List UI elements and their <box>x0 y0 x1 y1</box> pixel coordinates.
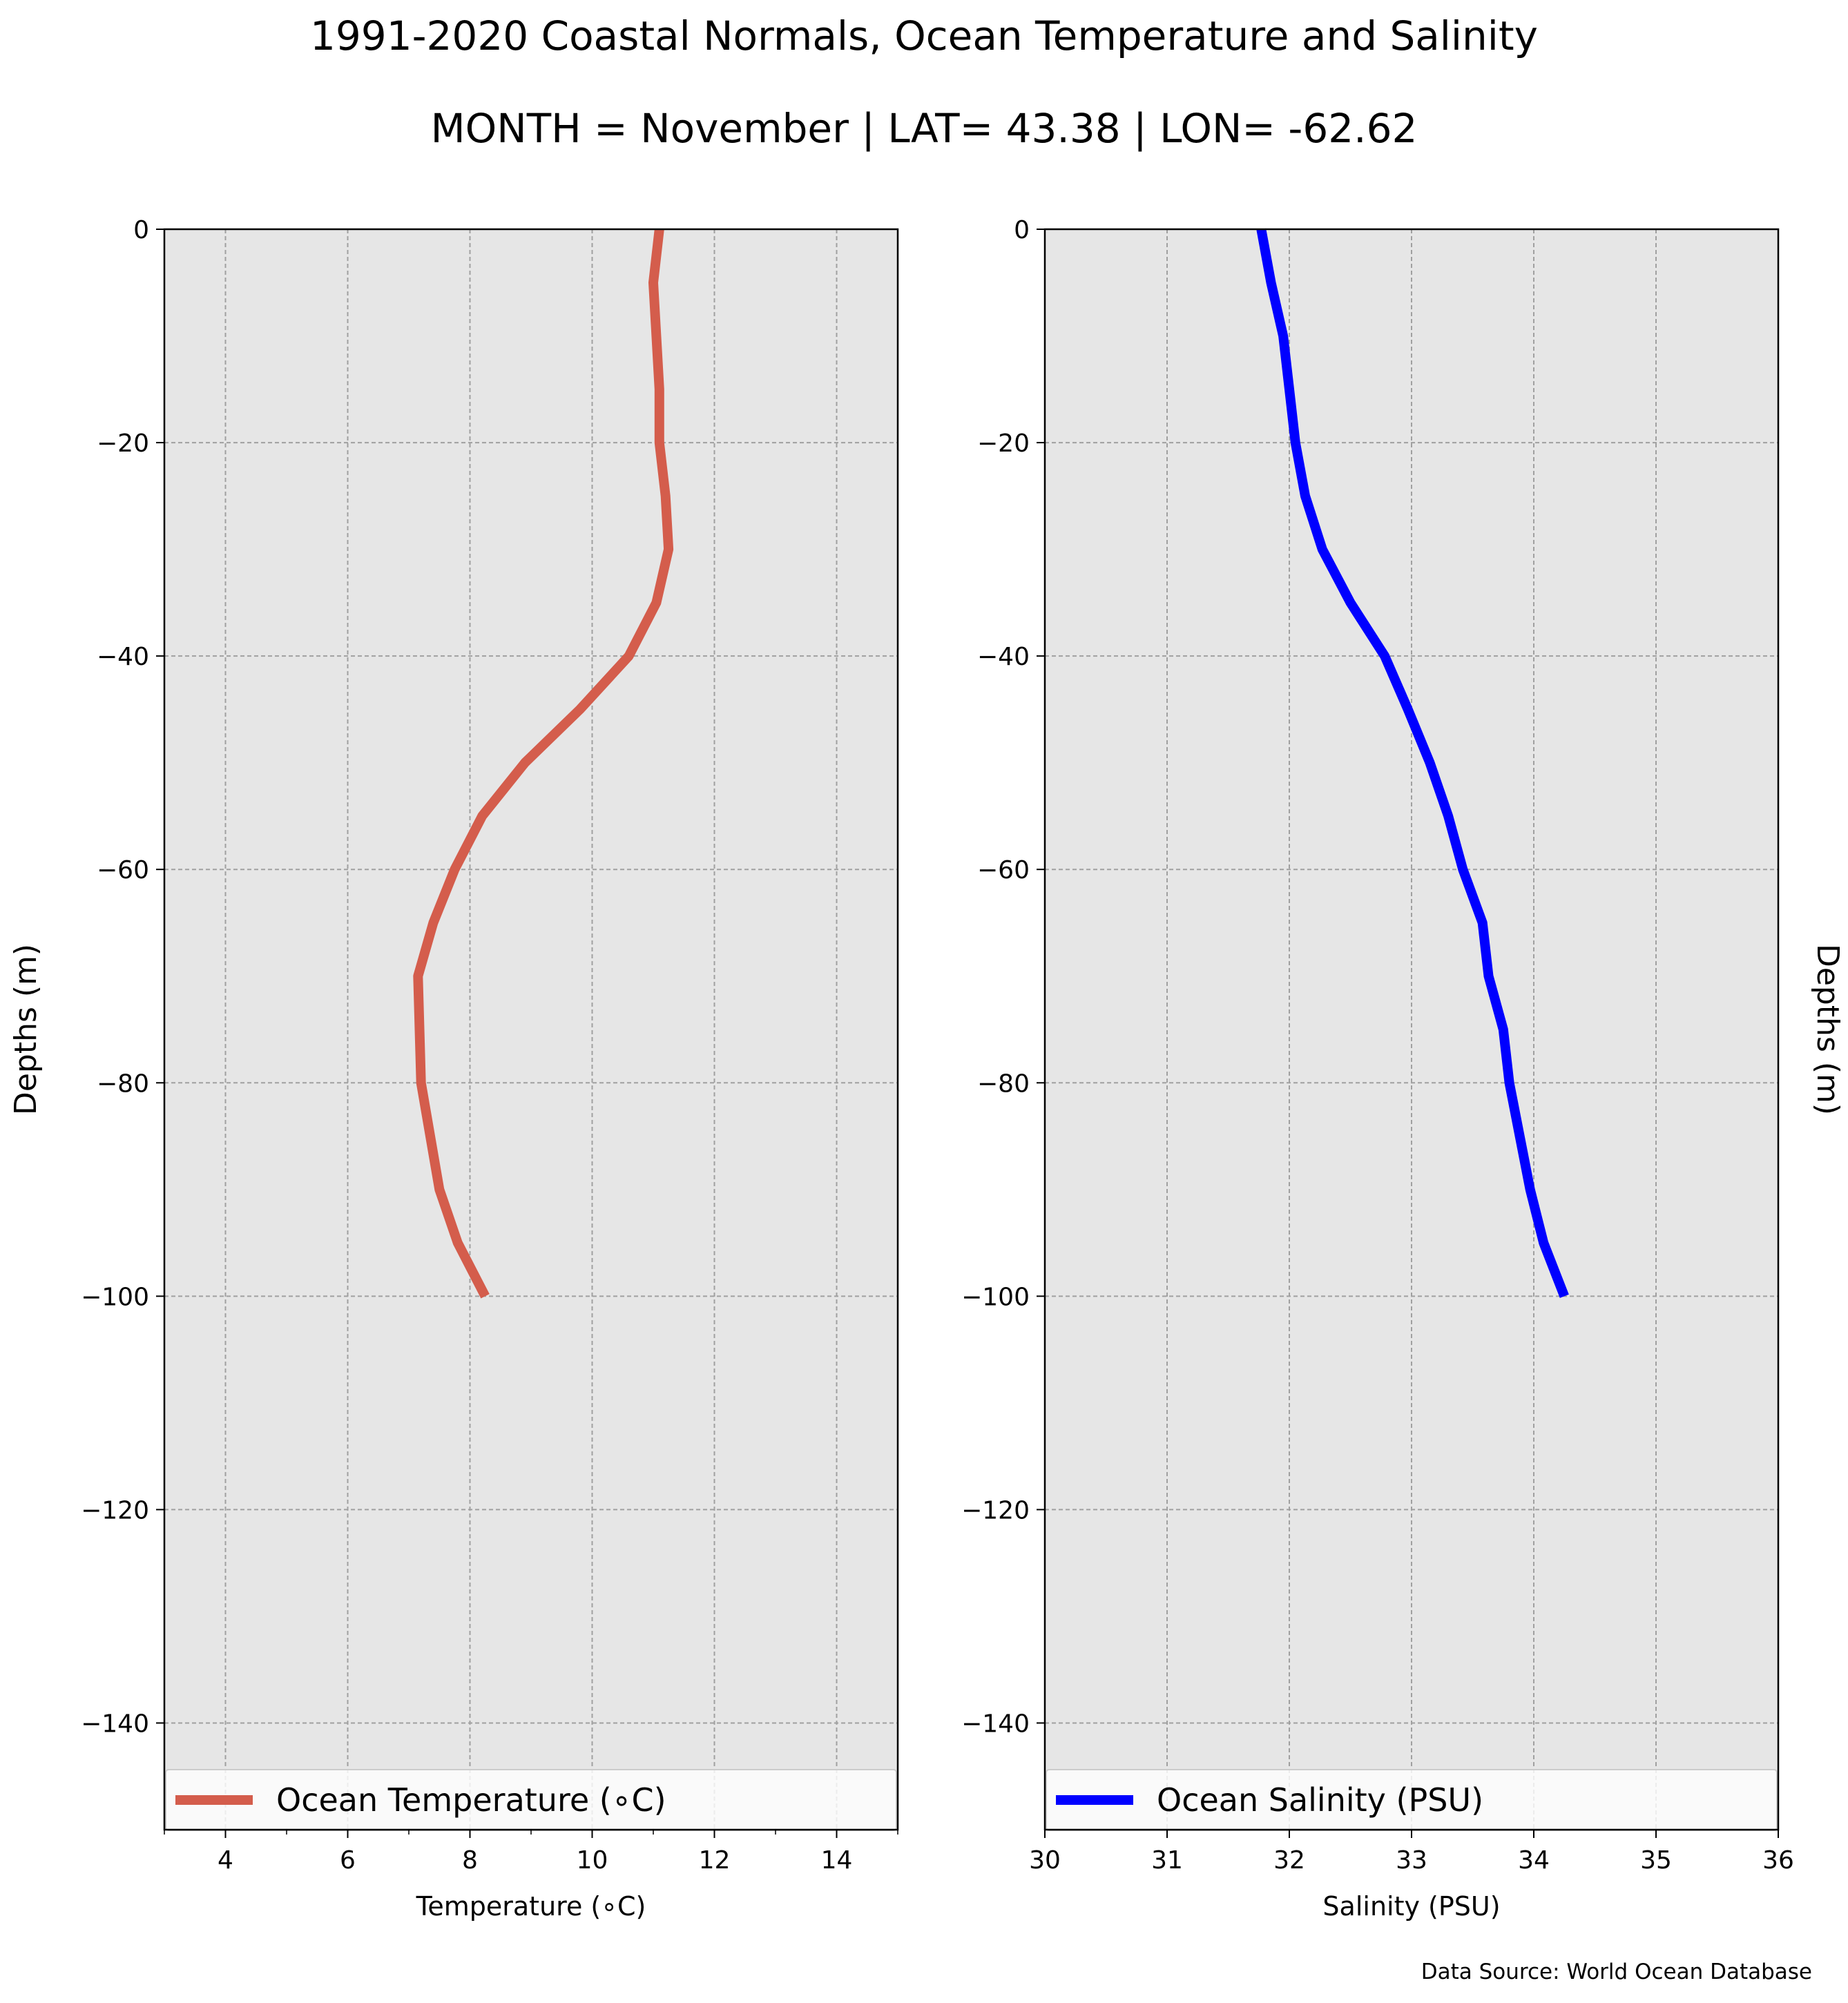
y-tick-label: −20 <box>97 429 149 458</box>
data-source-note: Data Source: World Ocean Database <box>1421 1960 1812 1984</box>
x-tick-label: 32 <box>1273 1846 1305 1875</box>
y-tick-label: −120 <box>81 1496 149 1525</box>
y-tick-label: −140 <box>961 1710 1030 1738</box>
legend-label: Ocean Temperature (∘C) <box>276 1781 666 1819</box>
y-tick-label: −100 <box>961 1283 1030 1311</box>
y-tick-label: −140 <box>81 1710 149 1738</box>
y-tick-label: 0 <box>133 216 149 244</box>
x-tick-label: 30 <box>1029 1846 1061 1875</box>
y-tick-label: −60 <box>97 856 149 884</box>
panel-2: Ocean Salinity (PSU) 30 31 32 33 34 35 36 0 −20 −4… <box>961 216 1845 1922</box>
y-axis-label: Depths (m) <box>1810 944 1845 1115</box>
y-tick-label: −40 <box>977 643 1030 671</box>
x-tick-label: 35 <box>1640 1846 1672 1875</box>
x-tick-label: 31 <box>1151 1846 1183 1875</box>
x-tick-label: 6 <box>340 1846 356 1875</box>
x-tick-label: 33 <box>1396 1846 1427 1875</box>
y-axis-label: Depths (m) <box>8 944 44 1115</box>
y-tick-label: −80 <box>97 1070 149 1098</box>
plot-area <box>164 229 898 1830</box>
y-tick-label: 0 <box>1014 216 1030 244</box>
legend-label: Ocean Salinity (PSU) <box>1157 1781 1483 1819</box>
x-tick-label: 4 <box>218 1846 233 1875</box>
y-tick-label: −120 <box>961 1496 1030 1525</box>
panel-1: Ocean Temperature (∘C) 4 6 8 10 12 14 0 −20 −40 −6… <box>8 216 899 1922</box>
y-tick-label: −100 <box>81 1283 149 1311</box>
x-tick-label: 34 <box>1518 1846 1550 1875</box>
x-tick-label: 10 <box>577 1846 608 1875</box>
y-tick-label: −60 <box>977 856 1030 884</box>
x-axis-label: Salinity (PSU) <box>1322 1891 1500 1922</box>
y-tick-label: −20 <box>977 429 1030 458</box>
chart-title: 1991-2020 Coastal Normals, Ocean Tempera… <box>310 12 1538 59</box>
x-tick-label: 12 <box>699 1846 731 1875</box>
series-line <box>1256 228 1569 1298</box>
x-tick-label: 8 <box>462 1846 478 1875</box>
y-tick-label: −80 <box>977 1070 1030 1098</box>
x-tick-label: 14 <box>821 1846 853 1875</box>
x-axis-label: Temperature (∘C) <box>416 1891 646 1922</box>
y-tick-label: −40 <box>97 643 149 671</box>
series-line <box>413 229 674 1299</box>
x-tick-label: 36 <box>1762 1846 1794 1875</box>
chart-subtitle: MONTH = November | LAT= 43.38 | LON= -62… <box>430 105 1418 152</box>
